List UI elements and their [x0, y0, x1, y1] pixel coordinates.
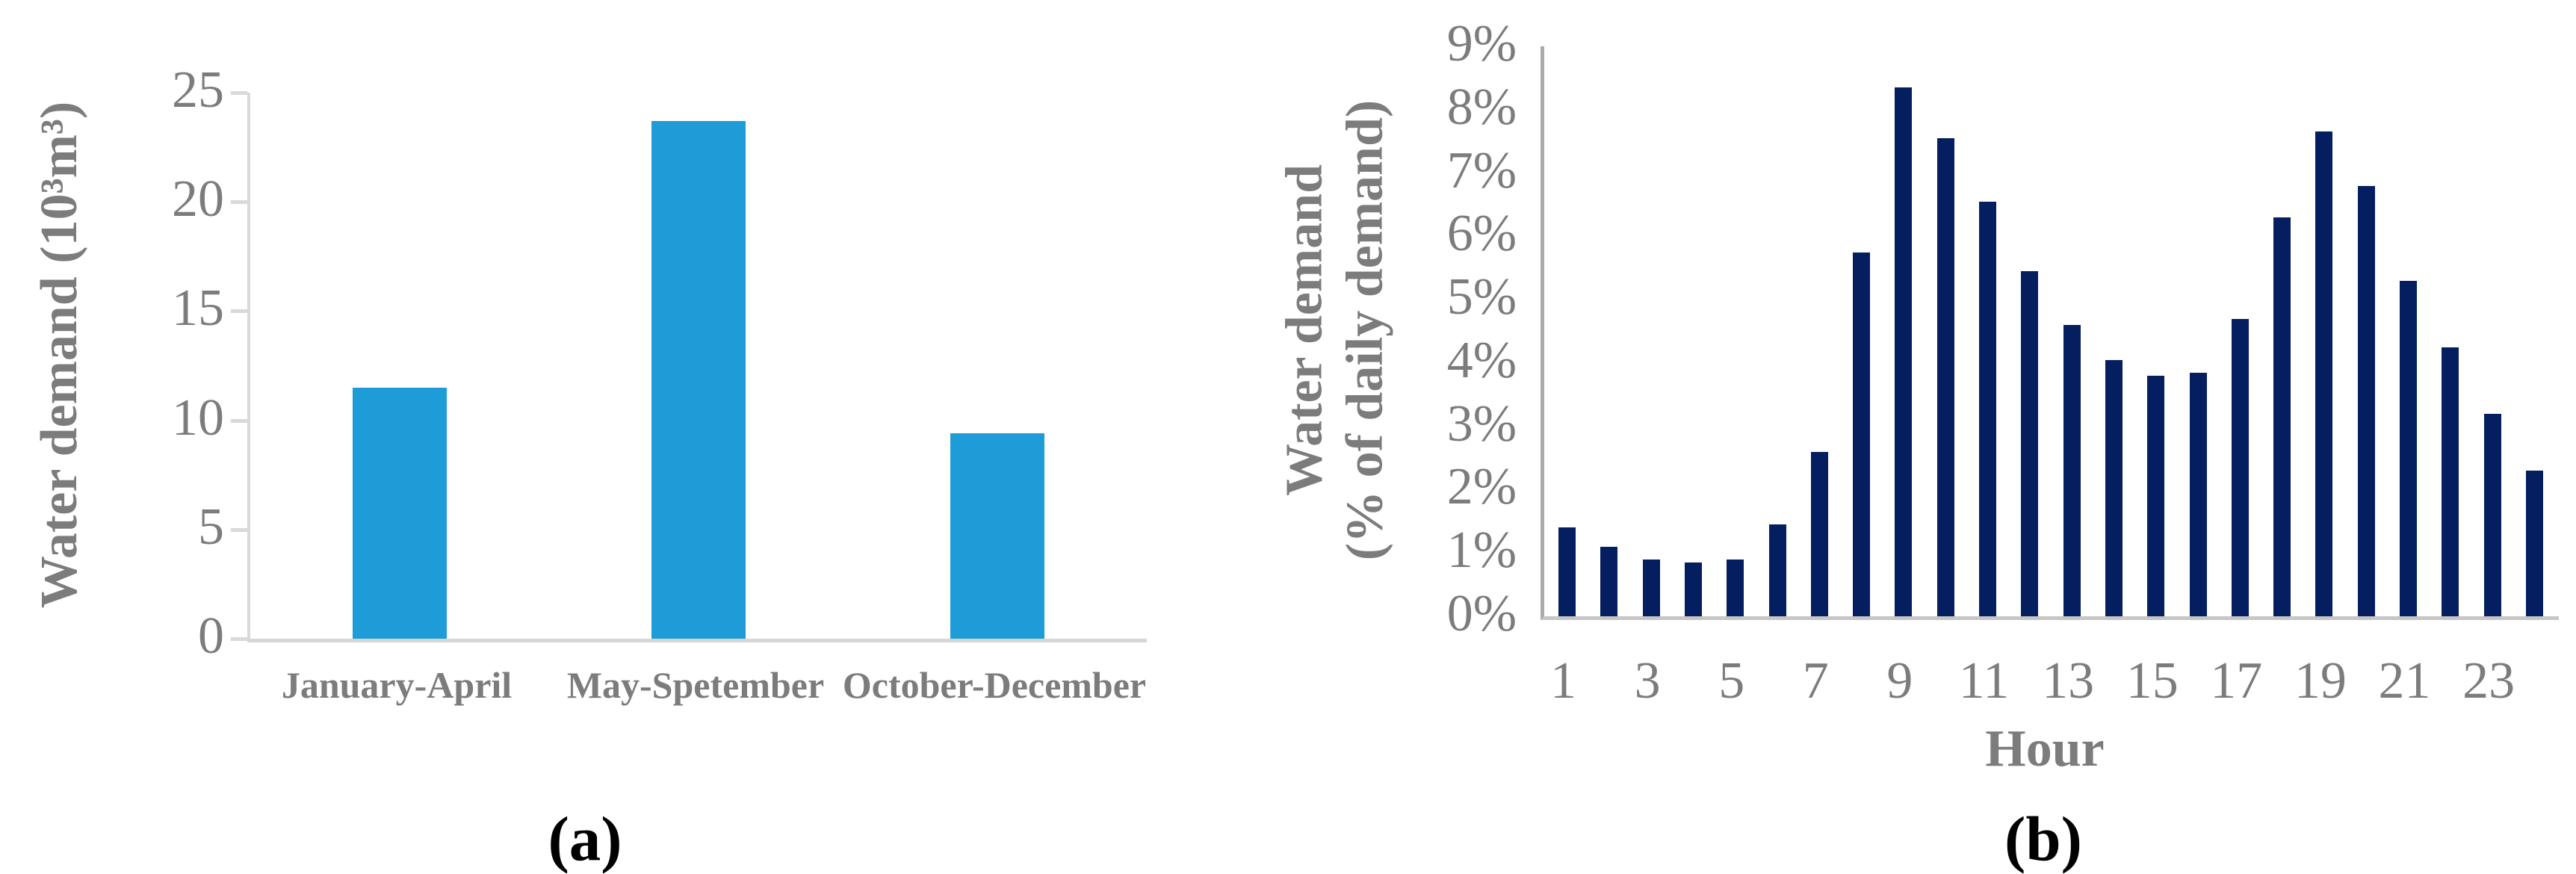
chart-a-y-tick-label: 10 [172, 388, 224, 447]
chart-b-bar [1642, 559, 1660, 616]
chart-b-caption: (b) [2004, 804, 2082, 874]
chart-b-bar [1558, 527, 1576, 616]
chart-b-bar [1979, 201, 1996, 616]
chart-b-hour-tick-label: 19 [2294, 652, 2347, 710]
chart-b-hour-tick-label: 5 [1718, 652, 1745, 710]
chart-b-hour-tick-label: 21 [2378, 652, 2431, 710]
chart-b-hour-tick-label: 7 [1802, 652, 1829, 710]
chart-b-y-tick-label: 5% [1446, 268, 1517, 326]
chart-b-bar [1600, 546, 1618, 616]
chart-b-bar [1936, 137, 1954, 616]
chart-b-bar [1727, 559, 1744, 616]
chart-b-hour-tick-label: 15 [2125, 652, 2179, 710]
chart-b-y-tick-label: 3% [1446, 394, 1517, 453]
chart-b-bar [2147, 375, 2165, 616]
chart-b-y-tick-label: 1% [1446, 521, 1517, 580]
chart-b-hour-tick-label: 9 [1886, 652, 1913, 710]
chart-a-bar [353, 387, 447, 639]
chart-b-bar [2273, 217, 2291, 616]
chart-a-y-tick-label: 15 [172, 279, 224, 338]
chart-b-bar [1853, 252, 1871, 616]
chart-b-bar [2231, 318, 2249, 616]
chart-b-hour-tick-label: 11 [1958, 652, 2010, 710]
chart-b-hour-tick-label: 23 [2462, 652, 2515, 710]
chart-a-plot-area [231, 91, 1147, 642]
chart-b-y-tick-label: 2% [1446, 458, 1517, 516]
chart-b-y-tick-label: 0% [1446, 585, 1517, 643]
chart-b-y-tick-label: 4% [1446, 332, 1517, 390]
chart-a-y-tick-label: 5 [198, 498, 224, 556]
chart-b-bar [1810, 451, 1828, 616]
chart-b-bar [2483, 413, 2501, 616]
chart-a-tick-mark [231, 309, 247, 314]
chart-a-category-label: January-April [281, 664, 513, 706]
chart-b-bar [2442, 347, 2459, 616]
chart-b-bar [2400, 280, 2417, 616]
chart-b-plot-area [1541, 46, 2559, 620]
chart-b-bar [2315, 131, 2333, 616]
chart-b-y-tick-label: 6% [1446, 205, 1517, 263]
chart-b-bar [2021, 270, 2039, 616]
chart-b-x-axis-title: Hour [1985, 720, 2105, 778]
chart-b-hour-tick-label: 17 [2210, 652, 2263, 710]
chart-a-tick-mark [231, 91, 247, 95]
chart-b-bar [2525, 471, 2543, 616]
chart-b-bar [2189, 372, 2207, 616]
chart-a-tick-mark [231, 637, 247, 641]
chart-a-y-tick-label: 20 [172, 170, 224, 229]
chart-a-caption: (a) [548, 804, 622, 874]
chart-b-bar [1768, 524, 1786, 616]
chart-a-category-label: May-Spetember [566, 664, 825, 706]
chart-b-bar [1684, 562, 1702, 616]
chart-b-hour-tick-label: 1 [1550, 652, 1576, 710]
chart-b-y-tick-label: 8% [1446, 78, 1517, 136]
chart-b-y-tick-label: 9% [1446, 15, 1517, 73]
chart-b-hour-tick-label: 3 [1634, 652, 1661, 710]
chart-a-tick-mark [231, 200, 247, 205]
chart-a-category-label: October-December [842, 664, 1147, 706]
chart-b-bar [2063, 325, 2081, 616]
chart-b-bar [2105, 359, 2123, 616]
chart-a-bar [651, 121, 746, 639]
chart-a-y-tick-label: 25 [172, 61, 224, 120]
chart-b-y-tick-label: 7% [1446, 141, 1517, 199]
chart-a-bar [950, 433, 1044, 639]
chart-a-y-tick-label: 0 [198, 607, 224, 666]
chart-b-bar [1895, 87, 1913, 616]
chart-a-tick-mark [231, 418, 247, 423]
chart-b-bar [2357, 185, 2375, 616]
chart-a-tick-mark [231, 527, 247, 532]
chart-b-hour-tick-label: 13 [2042, 652, 2095, 710]
